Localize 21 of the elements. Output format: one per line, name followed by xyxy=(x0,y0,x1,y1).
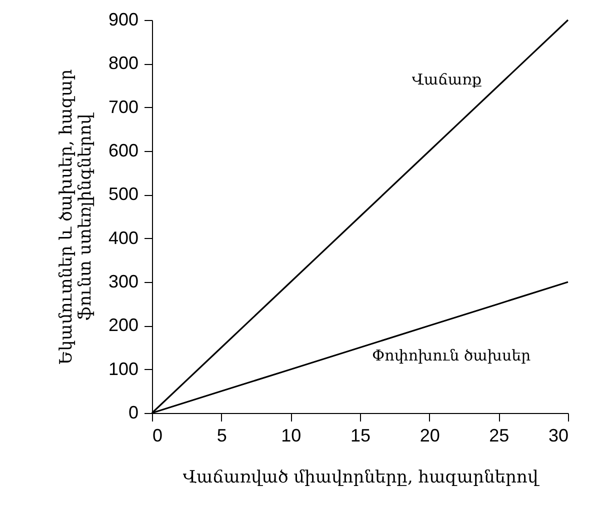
series-label: Փոփոխուն ծախսեր xyxy=(372,346,532,365)
y-tick-label: 800 xyxy=(108,53,138,74)
y-tick-label: 200 xyxy=(108,315,138,336)
x-tick-label: 15 xyxy=(350,426,371,446)
x-tick-label: 25 xyxy=(489,426,510,446)
y-tick-label: 0 xyxy=(128,402,138,422)
series-label: Վաճառք xyxy=(412,70,482,88)
x-tick-label: 10 xyxy=(281,426,302,446)
x-tick-label: 5 xyxy=(216,426,227,446)
x-tick-label: 0 xyxy=(152,426,163,446)
x-axis-title: Վաճառված միավորները, հազարներով xyxy=(182,468,540,488)
x-tick-label: 20 xyxy=(420,426,440,446)
y-tick-label: 900 xyxy=(108,10,138,30)
y-axis-title: Եկամուտներ և ծախսեր, հազար ֆունտ ստեռլինգներով xyxy=(56,69,96,365)
x-tick-label: 30 xyxy=(548,426,568,446)
y-tick-label: 700 xyxy=(108,96,138,117)
y-tick-label: 600 xyxy=(108,140,138,160)
y-tick-label: 500 xyxy=(108,184,138,204)
y-tick-label: 100 xyxy=(108,358,138,379)
y-tick-label: 300 xyxy=(108,272,138,292)
y-tick-label: 400 xyxy=(108,228,138,248)
